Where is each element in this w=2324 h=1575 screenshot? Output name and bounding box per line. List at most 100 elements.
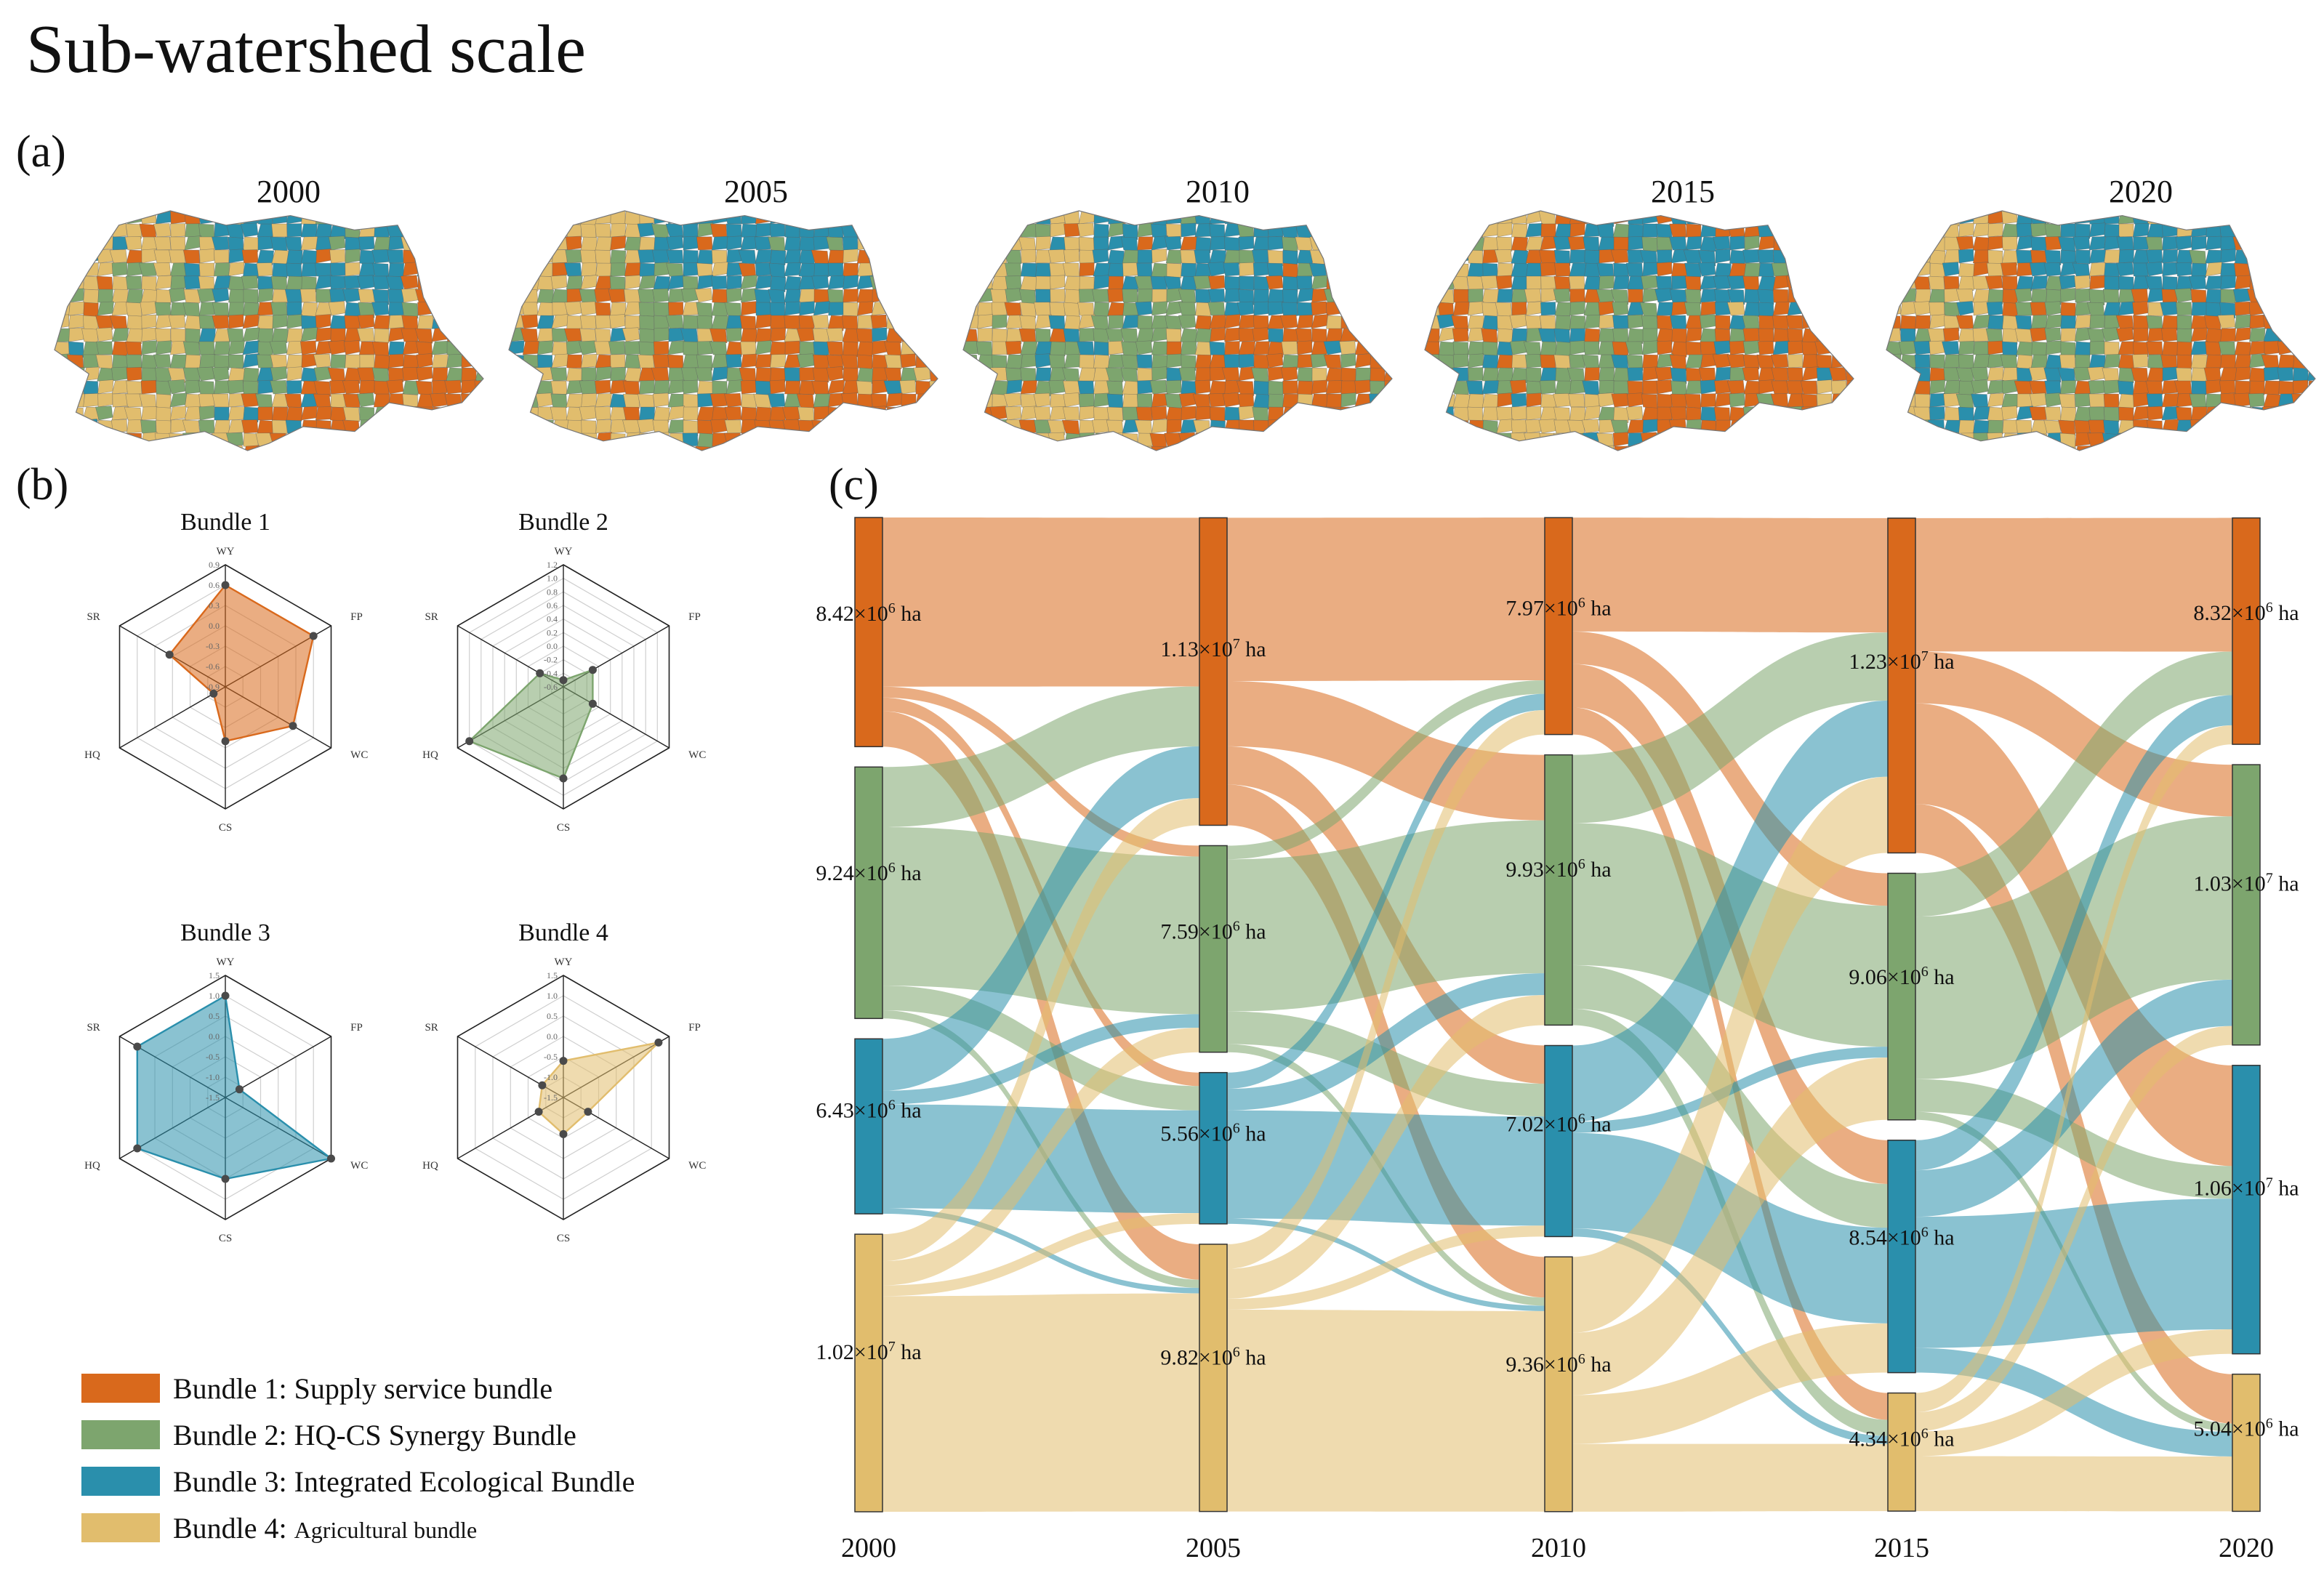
legend-item-bundle-4: Bundle 4: Agricultural bundle <box>81 1504 635 1551</box>
sankey-node-2010-bundle-2 <box>1544 754 1573 1026</box>
bundle-maps <box>54 210 2316 451</box>
radar-axis-label-FP: FP <box>350 1022 363 1034</box>
sankey-link-2015-b1-to-2020-b2 <box>1915 651 2232 817</box>
radar-axis-label-WY: WY <box>217 546 235 557</box>
radar-axis-label-WC: WC <box>688 1160 706 1172</box>
radar-point-WC <box>588 699 597 708</box>
sankey-node-2015-bundle-4 <box>1887 1392 1916 1512</box>
radar-title: Bundle 4 <box>518 919 608 946</box>
sankey-link-2010-b1-to-2015-b2 <box>1572 631 1888 906</box>
radar-tick-label: 0.5 <box>547 1011 558 1021</box>
radar-point-SR <box>536 669 544 677</box>
sankey-column-label: 2020 <box>2219 1533 2274 1563</box>
sankey-link-2015-b4-to-2020-b3 <box>1915 1329 2232 1457</box>
legend-label: Bundle 2: HQ-CS Synergy Bundle <box>173 1418 576 1451</box>
radar-point-HQ <box>534 1108 543 1116</box>
sankey-node-2005-bundle-2 <box>1199 845 1228 1053</box>
legend-item-bundle-3: Bundle 3: Integrated Ecological Bundle <box>81 1458 635 1504</box>
sankey-node-2000-bundle-2 <box>854 766 883 1020</box>
panel-a-label: (a) <box>16 127 66 177</box>
radar-point-HQ <box>209 689 218 698</box>
sankey-node-label: 1.06×107 ha <box>2193 1175 2299 1200</box>
radar-charts: 0.9 0.6 0.3 0.0 -0.3 -0.6 -0.9 WY FP WC CS HQ SR Bund… <box>84 509 706 1244</box>
legend-item-bundle-2: Bundle 2: HQ-CS Synergy Bundle <box>81 1411 635 1458</box>
sankey-link-2000-b2-to-2005-b1 <box>882 686 1199 828</box>
radar-tick-label: 0.6 <box>209 580 220 590</box>
radar-tick-label: 1.5 <box>209 970 220 980</box>
radar-title: Bundle 1 <box>180 509 270 536</box>
sankey-link-2000-b4-to-2005-b2 <box>882 1028 1199 1286</box>
radar-point-WY <box>559 676 568 685</box>
radar-tick-label: 1.0 <box>547 991 558 1001</box>
radar-axis-label-WC: WC <box>350 1160 368 1172</box>
radar-point-WC <box>584 1108 592 1116</box>
radar-title: Bundle 3 <box>180 919 270 946</box>
sankey-node-2020-bundle-2 <box>2232 764 2261 1046</box>
sankey-link-2010-b4-to-2015-b2 <box>1572 1058 1888 1395</box>
map-year-2005: 2005 <box>724 174 788 209</box>
sankey-node-label: 5.04×106 ha <box>2193 1416 2299 1441</box>
radar-point-SR <box>165 650 174 659</box>
radar-axis-label-CS: CS <box>557 822 570 834</box>
legend-label: Bundle 1: Supply service bundle <box>173 1371 553 1405</box>
radar-tick-label: -0.5 <box>544 1052 558 1062</box>
radar-axis-label-CS: CS <box>557 1233 570 1244</box>
legend-label: Bundle 3: Integrated Ecological Bundle <box>173 1465 635 1498</box>
radar-axis-label-CS: CS <box>219 1233 232 1244</box>
legend-item-bundle-1: Bundle 1: Supply service bundle <box>81 1365 635 1411</box>
sankey-node-label: 8.54×106 ha <box>1849 1225 1954 1250</box>
sankey-link-2005-b3-to-2010-b1 <box>1227 693 1545 1089</box>
radar-axis-label-HQ: HQ <box>422 1160 438 1172</box>
radar-point-SR <box>538 1081 547 1089</box>
sankey-node-2005-bundle-4 <box>1199 1244 1228 1512</box>
sankey-link-2010-b3-to-2015-b1 <box>1572 700 1888 1122</box>
sankey-link-2005-b4-to-2010-b3 <box>1227 1225 1545 1310</box>
sankey-link-2000-b3-to-2005-b2 <box>882 1014 1199 1105</box>
radar-point-FP <box>309 632 318 640</box>
sankey-node-2015-bundle-1 <box>1887 517 1916 854</box>
sankey-link-2005-b2-to-2010-b2 <box>1227 820 1545 1012</box>
sankey-link-2005-b3-to-2010-b2 <box>1227 973 1545 1111</box>
sankey-node-label: 9.82×106 ha <box>1160 1344 1266 1369</box>
radar-tick-label: -1.5 <box>544 1092 558 1103</box>
sankey-node-2015-bundle-2 <box>1887 872 1916 1121</box>
sankey-link-2010-b4-to-2015-b4 <box>1572 1443 1888 1512</box>
sankey-node-label: 1.23×107 ha <box>1849 648 1954 674</box>
radar-spoke <box>119 686 226 749</box>
sankey-column-label: 2015 <box>1874 1533 1929 1563</box>
sankey-node-2000-bundle-1 <box>854 517 883 748</box>
radar-spoke <box>225 1036 331 1098</box>
sankey-link-2005-b4-to-2010-b1 <box>1227 710 1545 1269</box>
sankey-link-2005-b4-to-2010-b2 <box>1227 995 1545 1299</box>
map-outline <box>54 210 484 451</box>
legend-swatch-bundle-4 <box>81 1513 160 1542</box>
radar-tick-label: 0.0 <box>547 1031 558 1042</box>
sankey-node-2020-bundle-3 <box>2232 1065 2261 1355</box>
sankey-node-label: 8.32×106 ha <box>2193 600 2299 625</box>
radar-tick-label: 0.5 <box>209 1011 220 1021</box>
radar-tick-label: -0.2 <box>544 655 558 665</box>
sankey-column-label: 2005 <box>1186 1533 1241 1563</box>
map-outline <box>1424 210 1854 451</box>
radar-3: 1.5 1.0 0.5 0.0 -0.5 -1.0 -1.5 WY FP WC CS HQ SR Bund… <box>84 919 368 1244</box>
radar-point-WY <box>559 1057 568 1066</box>
radar-1: 0.9 0.6 0.3 0.0 -0.3 -0.6 -0.9 WY FP WC CS HQ SR Bund… <box>84 509 368 834</box>
figure-title: Sub-watershed scale <box>26 12 586 87</box>
sankey-node-label: 1.02×107 ha <box>816 1339 921 1364</box>
sankey-nodes: 8.42×106 ha 9.24×106 ha 6.43×106 ha 1.02×10… <box>816 517 2299 1563</box>
radar-axis-label-FP: FP <box>350 611 363 623</box>
radar-point-CS <box>559 1129 568 1138</box>
radar-tick-label: -0.6 <box>206 661 220 672</box>
sankey-node-2010-bundle-4 <box>1544 1256 1573 1512</box>
panel-b-label: (b) <box>16 460 69 509</box>
radar-axis-label-CS: CS <box>219 822 232 834</box>
sankey-link-2005-b4-to-2010-b4 <box>1227 1309 1545 1512</box>
sankey-node-2020-bundle-4 <box>2232 1373 2261 1512</box>
radar-tick-label: -1.5 <box>206 1092 220 1103</box>
sankey-link-2015-b2-to-2020-b1 <box>1915 651 2232 917</box>
sankey-node-2000-bundle-4 <box>854 1233 883 1512</box>
radar-tick-label: -0.4 <box>544 668 558 678</box>
radar-axis-label-SR: SR <box>87 611 100 623</box>
map-outline <box>508 210 938 451</box>
